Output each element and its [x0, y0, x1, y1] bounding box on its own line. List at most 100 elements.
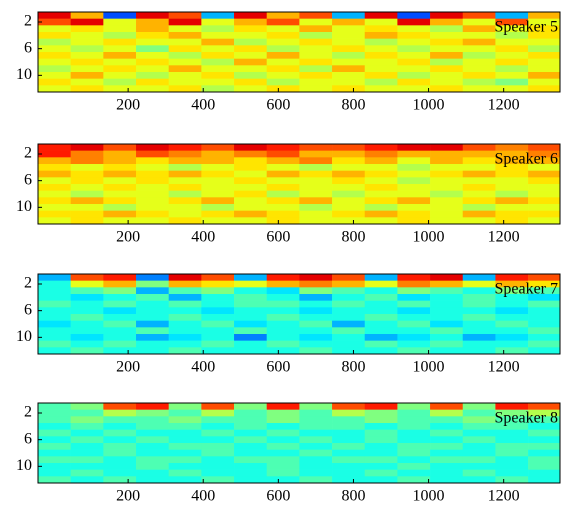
x-tick-label: 800 — [341, 359, 365, 376]
heatmap-cell — [103, 476, 137, 484]
heatmap-cell — [136, 403, 169, 410]
heatmap-cell — [495, 18, 529, 26]
heatmap-cell — [462, 314, 496, 321]
heatmap-cell — [201, 184, 235, 191]
heatmap-cell — [462, 12, 496, 19]
heatmap-cell — [528, 217, 561, 225]
heatmap-cell — [364, 456, 398, 464]
heatmap-cell — [462, 45, 496, 53]
heatmap-cell — [528, 334, 561, 341]
heatmap-cell — [103, 52, 137, 59]
heatmap-cell — [495, 347, 529, 355]
heatmap-cell — [103, 443, 137, 450]
heatmap-cell — [364, 58, 398, 66]
heatmap-cell — [397, 58, 431, 66]
heatmap-cell — [168, 38, 202, 46]
heatmap-cell — [397, 164, 431, 171]
heatmap-cell — [168, 72, 202, 79]
heatmap-cell — [70, 217, 104, 225]
heatmap-cell — [234, 177, 268, 185]
heatmap-cell — [528, 72, 561, 79]
heatmap-cell — [430, 85, 464, 93]
heatmap-cell — [364, 38, 398, 46]
heatmap-cell — [70, 320, 104, 328]
heatmap-cell — [528, 65, 561, 73]
y-tick-label: 10 — [16, 66, 32, 83]
heatmap-cell — [430, 58, 464, 66]
axes-frame — [37, 11, 561, 93]
heatmap-cell — [136, 170, 169, 178]
heatmap-cell — [103, 150, 137, 158]
heatmap-cell — [70, 190, 104, 198]
heatmap-cell — [462, 184, 496, 191]
heatmap-cell — [495, 12, 529, 19]
heatmap-cell — [168, 320, 202, 328]
heatmap-cell — [103, 204, 137, 211]
heatmap-cell — [168, 85, 202, 93]
heatmap-cell — [38, 184, 71, 191]
heatmap-cell — [103, 170, 137, 178]
heatmap-cell — [364, 78, 398, 86]
heatmap-cell — [201, 287, 235, 295]
heatmap-cell — [430, 52, 464, 59]
heatmap-cell — [266, 197, 300, 205]
heatmap-cell — [38, 280, 71, 288]
heatmap-cell — [397, 314, 431, 321]
heatmap-cell — [266, 416, 300, 424]
heatmap-cell — [266, 157, 300, 165]
heatmap-cell — [462, 287, 496, 295]
heatmap-cell — [136, 456, 169, 464]
heatmap-cell — [234, 314, 268, 321]
heatmap-cell — [364, 197, 398, 205]
heatmap-cell — [528, 436, 561, 444]
heatmap-cell — [332, 38, 366, 46]
heatmap-cell — [266, 463, 300, 470]
heatmap-cell — [234, 287, 268, 295]
heatmap-cell — [38, 144, 71, 151]
heatmap-cell — [266, 456, 300, 464]
heatmap-cell — [397, 403, 431, 410]
heatmap-cell — [528, 287, 561, 295]
heatmap-cell — [462, 476, 496, 484]
heatmap-cell — [528, 144, 561, 151]
heatmap-cell — [266, 274, 300, 281]
heatmap-cell — [462, 85, 496, 93]
heatmap-cell — [266, 300, 300, 308]
heatmap-cell — [332, 423, 366, 430]
heatmap-cell — [528, 429, 561, 437]
heatmap-cell — [495, 210, 529, 218]
heatmap-cell — [364, 204, 398, 211]
heatmap-cell — [430, 157, 464, 165]
heatmap-cell — [234, 197, 268, 205]
heatmap-cell — [397, 429, 431, 437]
heatmap-cell — [136, 340, 169, 348]
heatmap-cell — [168, 144, 202, 151]
heatmap-cell — [234, 58, 268, 66]
heatmap-cell — [299, 157, 333, 165]
heatmap-cell — [528, 409, 561, 417]
heatmap-cell — [397, 12, 431, 19]
heatmap-cell — [332, 307, 366, 315]
heatmap-cell — [430, 25, 464, 33]
heatmap-cell — [430, 210, 464, 218]
heatmap-cell — [364, 32, 398, 39]
heatmap-cell — [299, 416, 333, 424]
heatmap-cell — [462, 320, 496, 328]
heatmap-cell — [397, 217, 431, 225]
heatmap-cell — [397, 204, 431, 211]
heatmap-cell — [332, 184, 366, 191]
y-tick-label: 10 — [16, 457, 32, 474]
heatmap-cell — [462, 334, 496, 341]
heatmap-cell — [364, 52, 398, 59]
heatmap-cell — [332, 334, 366, 341]
heatmap-cell — [234, 85, 268, 93]
heatmap-cell — [168, 197, 202, 205]
heatmap-cell — [430, 403, 464, 410]
x-tick-label: 600 — [266, 229, 290, 246]
heatmap-cell — [136, 347, 169, 355]
heatmap-cell — [495, 463, 529, 470]
heatmap-cell — [168, 204, 202, 211]
heatmap-cell — [462, 449, 496, 457]
heatmap-cell — [136, 164, 169, 171]
heatmap-cell — [495, 78, 529, 86]
